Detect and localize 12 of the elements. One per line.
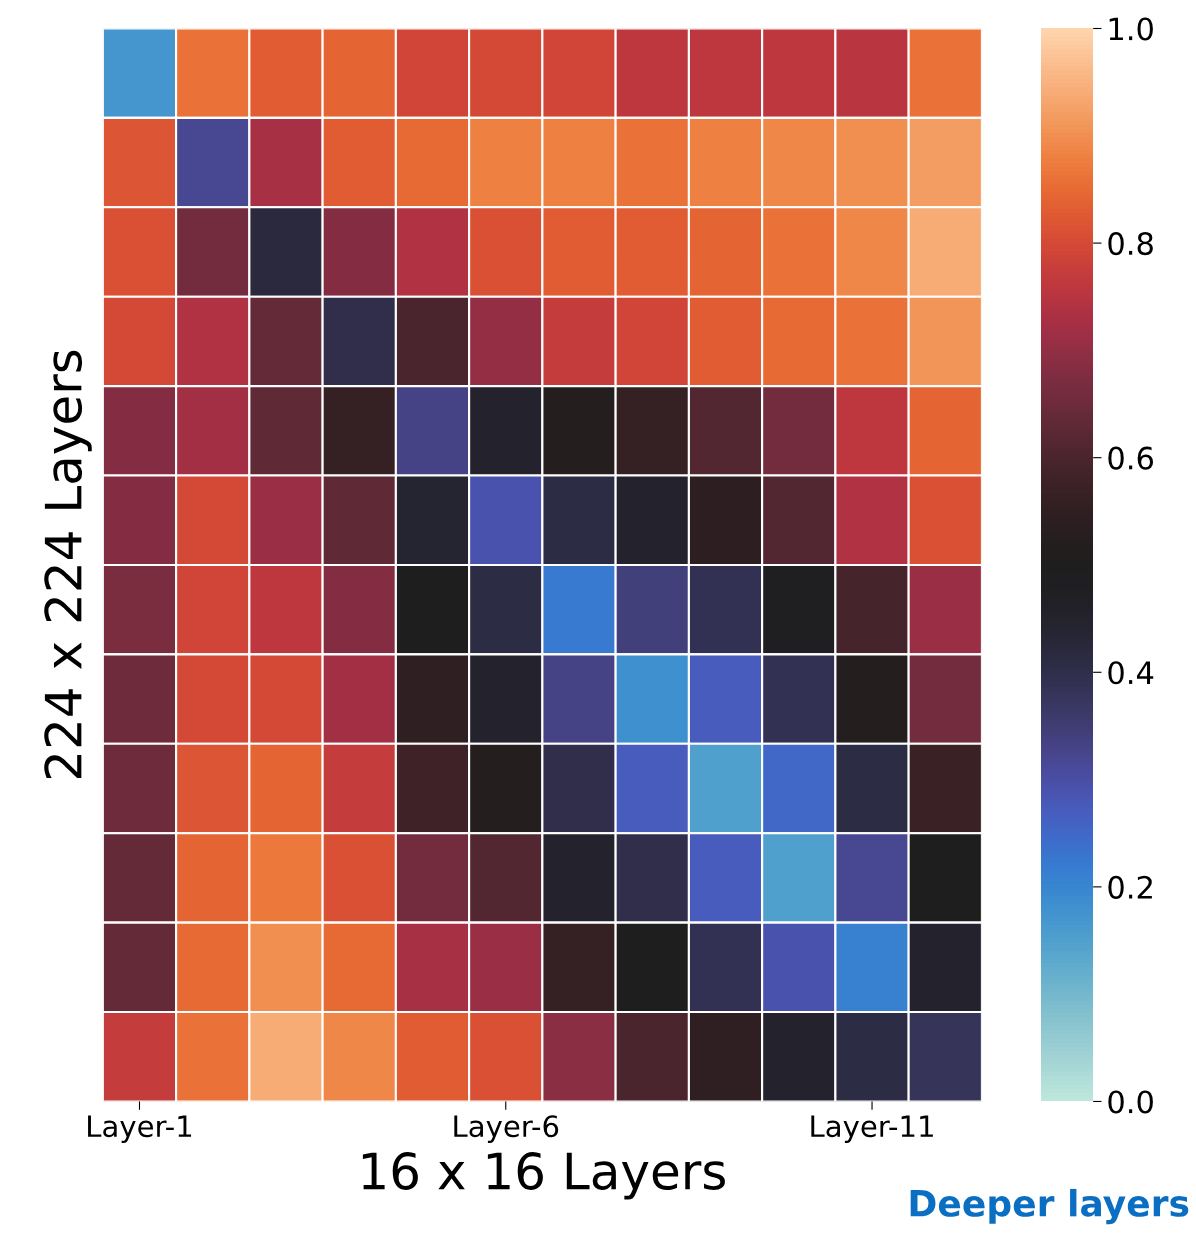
text: Deeper layers bbox=[910, 1188, 1189, 1225]
color-bar-label: 0.2 bbox=[1108, 875, 1152, 899]
color-bar-label: 0.6 bbox=[1108, 446, 1154, 470]
color-bar-label: 1.0 bbox=[1109, 17, 1153, 41]
x-tick-label: Layer-11 bbox=[811, 1115, 933, 1143]
x-tick-label: Layer-6 bbox=[454, 1115, 559, 1143]
x-axis-title: 16 x 16 Layers bbox=[362, 1152, 725, 1200]
color-bar-label: 0.0 bbox=[1108, 1090, 1153, 1114]
x-tick-label: Layer-1 bbox=[88, 1115, 192, 1143]
y-axis-title: 224 x 224 Layers bbox=[44, 350, 92, 779]
color-bar-label: 0.4 bbox=[1108, 661, 1154, 685]
color-bar-label: 0.8 bbox=[1108, 232, 1153, 256]
